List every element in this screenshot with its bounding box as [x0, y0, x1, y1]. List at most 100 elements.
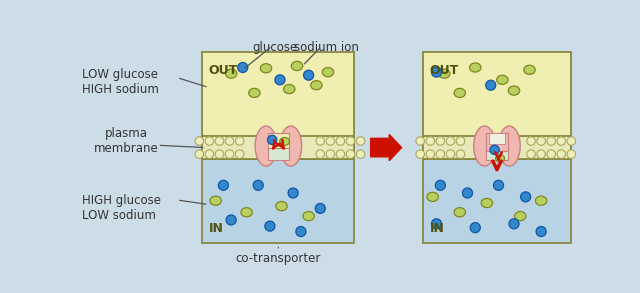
Circle shape: [527, 150, 535, 158]
Circle shape: [236, 137, 244, 145]
Ellipse shape: [225, 69, 237, 78]
Circle shape: [536, 226, 546, 236]
Ellipse shape: [474, 126, 495, 166]
Circle shape: [426, 150, 435, 158]
Circle shape: [490, 145, 499, 154]
Circle shape: [268, 135, 277, 144]
Ellipse shape: [255, 126, 277, 166]
Circle shape: [431, 67, 442, 77]
Ellipse shape: [284, 84, 295, 94]
Bar: [423, 52, 571, 148]
Circle shape: [456, 150, 465, 158]
Ellipse shape: [276, 202, 287, 211]
Ellipse shape: [303, 212, 314, 221]
Circle shape: [288, 188, 298, 198]
Bar: [202, 159, 355, 243]
Circle shape: [416, 137, 424, 145]
Circle shape: [195, 150, 204, 158]
Ellipse shape: [515, 212, 526, 221]
Circle shape: [509, 219, 519, 229]
Circle shape: [236, 150, 244, 158]
Text: OUT: OUT: [429, 64, 459, 77]
Circle shape: [456, 137, 465, 145]
Ellipse shape: [481, 198, 493, 208]
Ellipse shape: [249, 88, 260, 98]
Text: sodium ion: sodium ion: [294, 40, 359, 54]
Text: OUT: OUT: [209, 64, 238, 77]
Circle shape: [446, 137, 454, 145]
Bar: [268, 133, 289, 151]
Ellipse shape: [454, 88, 465, 98]
Bar: [486, 133, 508, 151]
Circle shape: [275, 75, 285, 85]
Circle shape: [215, 150, 224, 158]
Circle shape: [237, 62, 248, 72]
Circle shape: [431, 219, 442, 229]
Ellipse shape: [499, 126, 520, 166]
Circle shape: [225, 150, 234, 158]
Bar: [423, 159, 571, 243]
Circle shape: [436, 150, 445, 158]
Circle shape: [520, 192, 531, 202]
Circle shape: [218, 180, 228, 190]
Circle shape: [567, 137, 575, 145]
Circle shape: [336, 150, 345, 158]
Circle shape: [195, 137, 204, 145]
Bar: [202, 52, 355, 148]
Ellipse shape: [310, 81, 322, 90]
Circle shape: [205, 137, 214, 145]
Circle shape: [356, 137, 365, 145]
Ellipse shape: [536, 196, 547, 205]
Circle shape: [547, 150, 556, 158]
Circle shape: [326, 137, 335, 145]
Circle shape: [296, 226, 306, 236]
Circle shape: [537, 150, 545, 158]
Ellipse shape: [497, 75, 508, 84]
Bar: [489, 133, 505, 144]
Circle shape: [253, 180, 263, 190]
Circle shape: [205, 150, 214, 158]
Text: glucose: glucose: [253, 40, 298, 54]
Bar: [486, 148, 508, 160]
Ellipse shape: [260, 64, 272, 73]
FancyArrow shape: [371, 134, 402, 161]
Circle shape: [557, 150, 566, 158]
Circle shape: [336, 137, 345, 145]
Circle shape: [527, 137, 535, 145]
Circle shape: [265, 221, 275, 231]
Ellipse shape: [495, 155, 504, 162]
Circle shape: [547, 137, 556, 145]
Ellipse shape: [427, 192, 438, 202]
Circle shape: [226, 215, 236, 225]
Circle shape: [470, 223, 480, 233]
Text: LOW glucose
HIGH sodium: LOW glucose HIGH sodium: [81, 67, 159, 96]
Ellipse shape: [470, 63, 481, 72]
Ellipse shape: [508, 86, 520, 95]
Circle shape: [356, 150, 365, 158]
Circle shape: [303, 70, 314, 80]
Circle shape: [316, 150, 324, 158]
Text: plasma
membrane: plasma membrane: [94, 127, 159, 155]
Bar: [423, 136, 571, 159]
Circle shape: [436, 137, 445, 145]
Bar: [268, 148, 289, 160]
Text: HIGH glucose
LOW sodium: HIGH glucose LOW sodium: [81, 194, 161, 222]
Circle shape: [326, 150, 335, 158]
Circle shape: [446, 150, 454, 158]
Ellipse shape: [524, 65, 535, 74]
Circle shape: [537, 137, 545, 145]
Circle shape: [557, 137, 566, 145]
Circle shape: [346, 150, 355, 158]
Bar: [202, 136, 355, 159]
Ellipse shape: [280, 126, 301, 166]
Circle shape: [435, 180, 445, 190]
Circle shape: [567, 150, 575, 158]
Circle shape: [416, 150, 424, 158]
Ellipse shape: [454, 208, 465, 217]
Circle shape: [215, 137, 224, 145]
Text: co-transporter: co-transporter: [236, 252, 321, 265]
Circle shape: [463, 188, 472, 198]
Circle shape: [493, 180, 504, 190]
Text: IN: IN: [209, 222, 223, 235]
Bar: [486, 133, 508, 151]
